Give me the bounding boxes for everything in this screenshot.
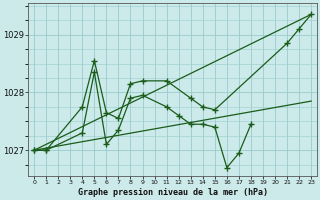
X-axis label: Graphe pression niveau de la mer (hPa): Graphe pression niveau de la mer (hPa) (78, 188, 268, 197)
